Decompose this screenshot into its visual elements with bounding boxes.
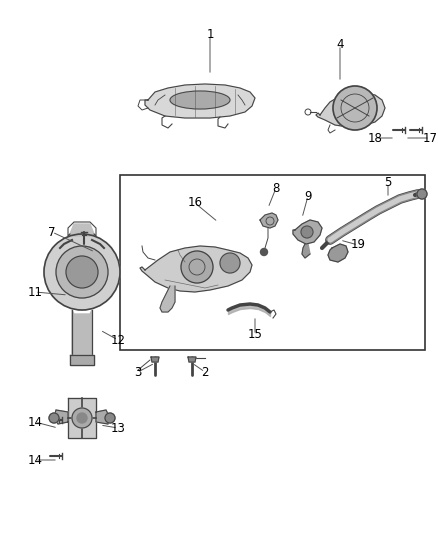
Text: 18: 18 bbox=[367, 132, 382, 144]
Polygon shape bbox=[302, 244, 310, 258]
Text: 7: 7 bbox=[48, 225, 56, 238]
Circle shape bbox=[77, 413, 87, 423]
Bar bbox=[120, 175, 425, 350]
Text: 15: 15 bbox=[247, 328, 262, 342]
Polygon shape bbox=[140, 246, 252, 292]
Text: 12: 12 bbox=[110, 334, 126, 346]
Text: 2: 2 bbox=[201, 366, 209, 378]
Polygon shape bbox=[188, 357, 196, 362]
Circle shape bbox=[66, 256, 98, 288]
Text: 5: 5 bbox=[384, 176, 392, 190]
Circle shape bbox=[261, 248, 268, 255]
Text: 13: 13 bbox=[110, 422, 125, 434]
Polygon shape bbox=[145, 84, 255, 118]
Polygon shape bbox=[96, 410, 110, 424]
Text: 1: 1 bbox=[206, 28, 214, 42]
Text: 14: 14 bbox=[28, 416, 42, 429]
Circle shape bbox=[301, 226, 313, 238]
Circle shape bbox=[181, 251, 213, 283]
Text: 3: 3 bbox=[134, 366, 141, 378]
Circle shape bbox=[333, 86, 377, 130]
Circle shape bbox=[220, 253, 240, 273]
Polygon shape bbox=[54, 410, 68, 424]
Polygon shape bbox=[316, 93, 385, 127]
Polygon shape bbox=[72, 310, 92, 360]
Polygon shape bbox=[260, 213, 278, 228]
Polygon shape bbox=[68, 224, 96, 236]
Text: 16: 16 bbox=[187, 197, 202, 209]
Text: 8: 8 bbox=[272, 182, 280, 195]
Text: 17: 17 bbox=[423, 132, 438, 144]
Polygon shape bbox=[328, 244, 348, 262]
Polygon shape bbox=[160, 286, 175, 312]
Text: 4: 4 bbox=[336, 38, 344, 52]
Text: 9: 9 bbox=[304, 190, 312, 203]
Polygon shape bbox=[68, 398, 96, 438]
Text: 19: 19 bbox=[350, 238, 365, 252]
Circle shape bbox=[49, 413, 59, 423]
Circle shape bbox=[44, 234, 120, 310]
Circle shape bbox=[56, 246, 108, 298]
Circle shape bbox=[72, 408, 92, 428]
Text: 14: 14 bbox=[28, 454, 42, 466]
Ellipse shape bbox=[170, 91, 230, 109]
Text: 11: 11 bbox=[28, 286, 42, 298]
Circle shape bbox=[417, 189, 427, 199]
Polygon shape bbox=[151, 357, 159, 362]
Circle shape bbox=[105, 413, 115, 423]
Polygon shape bbox=[70, 355, 94, 365]
Polygon shape bbox=[293, 220, 322, 244]
